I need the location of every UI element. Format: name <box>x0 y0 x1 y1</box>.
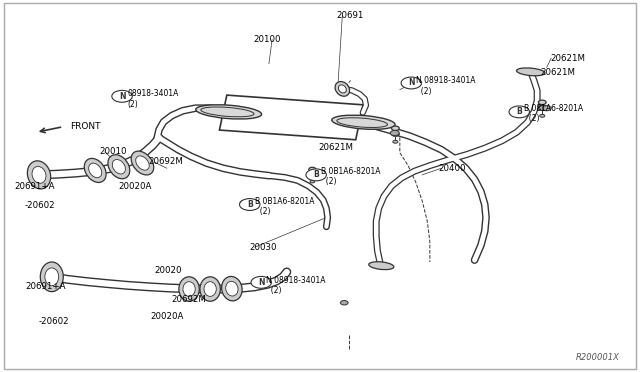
Text: 20621M: 20621M <box>540 68 575 77</box>
Text: B: B <box>314 170 319 179</box>
Text: 20030: 20030 <box>250 243 277 251</box>
Ellipse shape <box>196 105 262 119</box>
Ellipse shape <box>131 151 154 175</box>
Ellipse shape <box>179 277 199 301</box>
Ellipse shape <box>32 166 46 183</box>
Text: 20020A: 20020A <box>151 312 184 321</box>
Ellipse shape <box>309 167 316 171</box>
Circle shape <box>401 77 422 89</box>
Ellipse shape <box>392 126 399 131</box>
Ellipse shape <box>339 85 346 93</box>
Text: 20691: 20691 <box>336 11 364 20</box>
Ellipse shape <box>516 68 545 76</box>
Circle shape <box>390 131 399 136</box>
Ellipse shape <box>40 262 63 292</box>
Ellipse shape <box>332 115 395 129</box>
Text: B 0B1A6-8201A
  (2): B 0B1A6-8201A (2) <box>255 197 314 216</box>
Text: 20691+A: 20691+A <box>15 182 55 190</box>
Ellipse shape <box>28 161 51 189</box>
Circle shape <box>112 90 132 102</box>
Circle shape <box>393 140 398 143</box>
Circle shape <box>340 301 348 305</box>
Circle shape <box>509 106 529 118</box>
Circle shape <box>517 112 525 117</box>
Ellipse shape <box>369 262 394 270</box>
Text: 20691+A: 20691+A <box>25 282 65 291</box>
Text: N: N <box>119 92 125 101</box>
Circle shape <box>306 169 326 181</box>
Text: 08918-3401A
(2): 08918-3401A (2) <box>127 89 179 109</box>
Text: -20602: -20602 <box>39 317 70 326</box>
Ellipse shape <box>84 158 106 182</box>
Circle shape <box>540 114 545 117</box>
Ellipse shape <box>309 173 316 177</box>
Text: 20400: 20400 <box>438 164 466 173</box>
Text: N: N <box>408 78 415 87</box>
Text: 20621M: 20621M <box>319 142 354 151</box>
Ellipse shape <box>200 277 220 301</box>
Text: B: B <box>247 200 253 209</box>
Ellipse shape <box>204 282 216 296</box>
Circle shape <box>251 276 271 288</box>
Ellipse shape <box>226 281 238 296</box>
Text: 20692M: 20692M <box>172 295 207 304</box>
Text: 20100: 20100 <box>253 35 280 44</box>
Text: N 08918-3401A
  (2): N 08918-3401A (2) <box>266 276 325 295</box>
Circle shape <box>310 180 315 183</box>
Text: FRONT: FRONT <box>70 122 100 131</box>
Circle shape <box>240 201 248 205</box>
Circle shape <box>311 170 319 174</box>
Ellipse shape <box>112 160 125 174</box>
Text: 20010: 20010 <box>100 147 127 156</box>
FancyBboxPatch shape <box>220 95 363 140</box>
Circle shape <box>542 106 551 111</box>
Text: 20020: 20020 <box>154 266 182 275</box>
Ellipse shape <box>392 132 399 136</box>
Ellipse shape <box>221 276 242 301</box>
Ellipse shape <box>335 81 349 96</box>
Ellipse shape <box>108 155 130 179</box>
Text: B 081A6-8201A
  (2): B 081A6-8201A (2) <box>524 104 584 124</box>
Ellipse shape <box>89 163 102 178</box>
Ellipse shape <box>45 268 59 286</box>
Text: N 08918-3401A
  (2): N 08918-3401A (2) <box>416 76 476 96</box>
Circle shape <box>239 199 260 211</box>
Text: -20602: -20602 <box>25 201 56 210</box>
Ellipse shape <box>183 282 195 296</box>
Text: B: B <box>516 108 522 116</box>
Text: R200001X: R200001X <box>576 353 620 362</box>
Text: 20692M: 20692M <box>149 157 184 166</box>
Text: N: N <box>258 278 264 287</box>
Text: 20020A: 20020A <box>119 182 152 190</box>
Ellipse shape <box>136 156 149 170</box>
Text: B 0B1A6-8201A
  (2): B 0B1A6-8201A (2) <box>321 167 381 186</box>
Ellipse shape <box>538 106 546 110</box>
Ellipse shape <box>538 100 546 105</box>
Text: 20621M: 20621M <box>550 54 585 62</box>
